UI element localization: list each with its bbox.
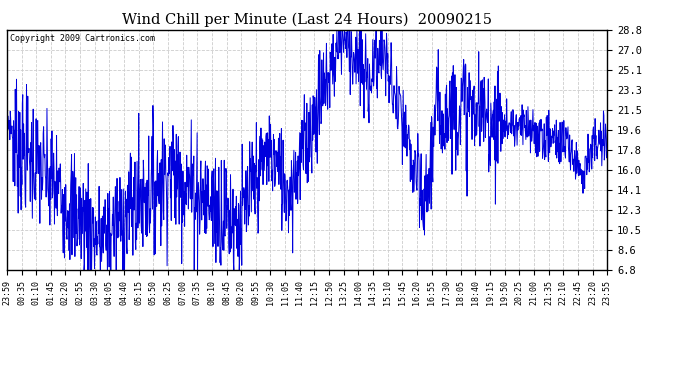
Text: Copyright 2009 Cartronics.com: Copyright 2009 Cartronics.com xyxy=(10,34,155,43)
Title: Wind Chill per Minute (Last 24 Hours)  20090215: Wind Chill per Minute (Last 24 Hours) 20… xyxy=(122,13,492,27)
